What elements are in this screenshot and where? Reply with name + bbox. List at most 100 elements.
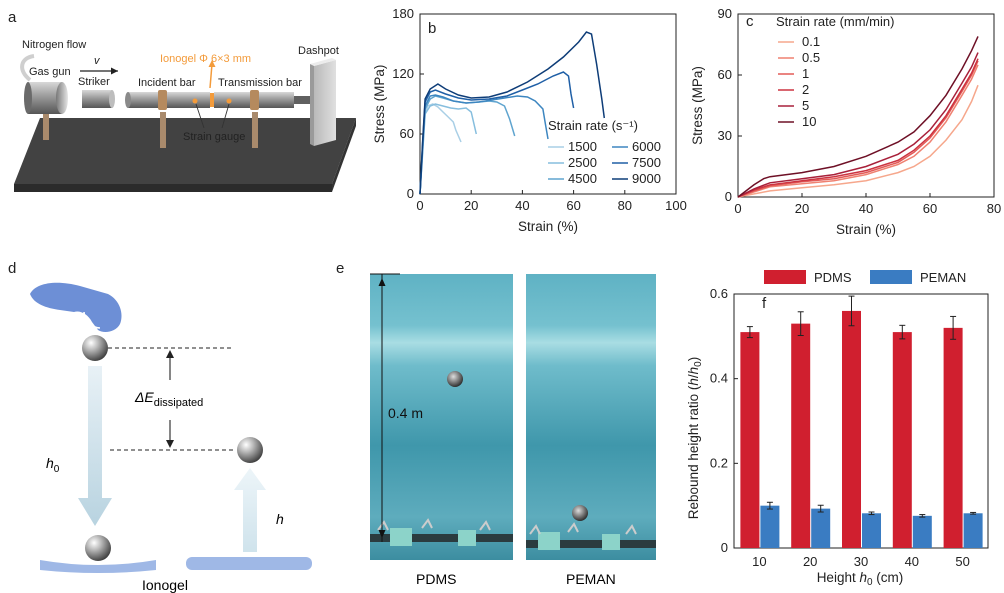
legend-entry: 1 <box>802 66 809 81</box>
striker <box>82 90 112 108</box>
y-tick-label: 0.6 <box>710 286 728 301</box>
f-xlabel: Height h0 (cm) <box>817 570 904 588</box>
x-tick-label: 30 <box>854 554 868 569</box>
bar-pdms <box>842 310 861 548</box>
ionogel-pad-right <box>186 557 312 570</box>
panel-a-diagram: a Nitrogen flow Gas gun v Striker Incide… <box>8 9 356 192</box>
ionogel-sample <box>210 93 214 107</box>
bar-peman <box>963 513 983 548</box>
panel-label-e: e <box>336 260 344 277</box>
x-tick-label: 50 <box>955 554 969 569</box>
ball-rebound <box>237 437 263 463</box>
label-delta-e: ΔEdissipated <box>134 389 203 409</box>
legend-entry: 2500 <box>568 155 597 170</box>
label-velocity: v <box>94 55 101 67</box>
legend-entry: 0.5 <box>802 50 820 65</box>
plot-frame <box>419 13 677 195</box>
x-tick-label: 20 <box>795 201 809 216</box>
panel-c-chart: c 0 20 40 60 80 0 30 60 90 Strain (%) Stress (MPa)… <box>690 6 1001 237</box>
series-line-4500 <box>419 95 516 195</box>
panel-d-diagram: d ΔEdissipated h0 h Ionogel <box>8 260 312 593</box>
y-tick-label: 60 <box>400 126 414 141</box>
series-line-1 <box>737 60 979 198</box>
x-tick-label: 20 <box>803 554 817 569</box>
panel-label-d: d <box>8 260 16 277</box>
label-ionogel: Ionogel Φ 6×3 mm <box>160 53 251 65</box>
clamp-pdms <box>370 518 513 546</box>
hand-icon <box>30 282 122 332</box>
series-line-6000 <box>419 94 549 195</box>
y-tick-label: 0 <box>407 186 414 201</box>
panel-label-c: c <box>746 13 754 30</box>
fall-arrow <box>78 366 112 526</box>
y-tick-label: 90 <box>718 6 732 21</box>
x-tick-label: 0 <box>734 201 741 216</box>
legend-title: Strain rate (mm/min) <box>776 14 894 29</box>
photo-peman <box>526 274 656 560</box>
ball-peman <box>572 505 588 521</box>
label-strain-gauge: Strain gauge <box>183 131 245 143</box>
bar-peman <box>862 513 881 548</box>
legend-title: Strain rate (s⁻¹) <box>548 118 638 133</box>
panel-label-b: b <box>428 20 436 37</box>
x-axis-label: Strain (%) <box>518 219 578 234</box>
bar-peman <box>912 515 932 548</box>
label-height-scale: 0.4 m <box>388 405 423 421</box>
photo-pdms <box>370 274 513 560</box>
panel-label-a: a <box>8 9 17 26</box>
legend-swatch-pdms <box>764 270 806 284</box>
legend-entry: PDMS <box>814 270 852 285</box>
y-tick-label: 60 <box>718 67 732 82</box>
base-plate <box>14 118 356 184</box>
series-line-5 <box>737 52 979 198</box>
x-tick-label: 40 <box>905 554 919 569</box>
label-pdms-photo: PDMS <box>416 571 456 587</box>
x-tick-label: 80 <box>987 201 1001 216</box>
legend-swatch-peman <box>870 270 912 284</box>
series-line-10 <box>737 36 979 198</box>
series-line-2 <box>737 58 979 198</box>
y-tick-label: 0.4 <box>710 371 728 386</box>
x-tick-label: 60 <box>923 201 937 216</box>
rebound-arrow <box>234 468 266 552</box>
series-line-1500 <box>419 103 462 195</box>
y-tick-label: 0.2 <box>710 455 728 470</box>
x-axis-label: Strain (%) <box>836 222 896 237</box>
ball-bottom <box>85 535 111 561</box>
bar-peman <box>811 508 831 548</box>
x-tick-label: 60 <box>566 198 580 213</box>
bar-pdms <box>943 327 963 548</box>
x-tick-label: 40 <box>515 198 529 213</box>
legend-entry: 9000 <box>632 171 661 186</box>
label-ionogel: Ionogel <box>142 577 188 593</box>
bar-pdms <box>791 323 811 548</box>
x-tick-label: 80 <box>618 198 632 213</box>
x-tick-label: 20 <box>464 198 478 213</box>
legend-entry: 5 <box>802 98 809 113</box>
label-h: h <box>276 511 284 527</box>
x-tick-label: 100 <box>665 198 687 213</box>
bar-peman <box>760 505 780 548</box>
strain-gauge-transmission <box>250 90 259 110</box>
y-tick-label: 0 <box>725 189 732 204</box>
series-line-7500 <box>419 71 575 195</box>
strain-gauge-incident <box>158 90 167 110</box>
label-gas-gun: Gas gun <box>29 66 71 78</box>
y-tick-label: 120 <box>392 66 414 81</box>
label-peman-photo: PEMAN <box>566 571 616 587</box>
legend-entry: 1500 <box>568 139 597 154</box>
y-axis-label: Stress (MPa) <box>372 65 387 144</box>
label-h0: h0 <box>46 455 60 475</box>
label-incident-bar: Incident bar <box>138 77 196 89</box>
label-dashpot: Dashpot <box>298 45 339 57</box>
f-ylabel: Rebound height ratio (h/h0) <box>686 357 704 519</box>
x-tick-label: 40 <box>859 201 873 216</box>
legend-entry: 10 <box>802 114 816 129</box>
label-striker: Striker <box>78 76 110 88</box>
ball-top <box>82 335 108 361</box>
label-nitrogen-flow: Nitrogen flow <box>22 39 86 51</box>
legend-entry: 2 <box>802 82 809 97</box>
panel-label-f: f <box>762 295 767 312</box>
panel-b-chart: b 0 20 40 60 80 100 0 60 120 180 Strain (%) Stress … <box>372 6 687 234</box>
label-transmission-bar: Transmission bar <box>218 77 302 89</box>
